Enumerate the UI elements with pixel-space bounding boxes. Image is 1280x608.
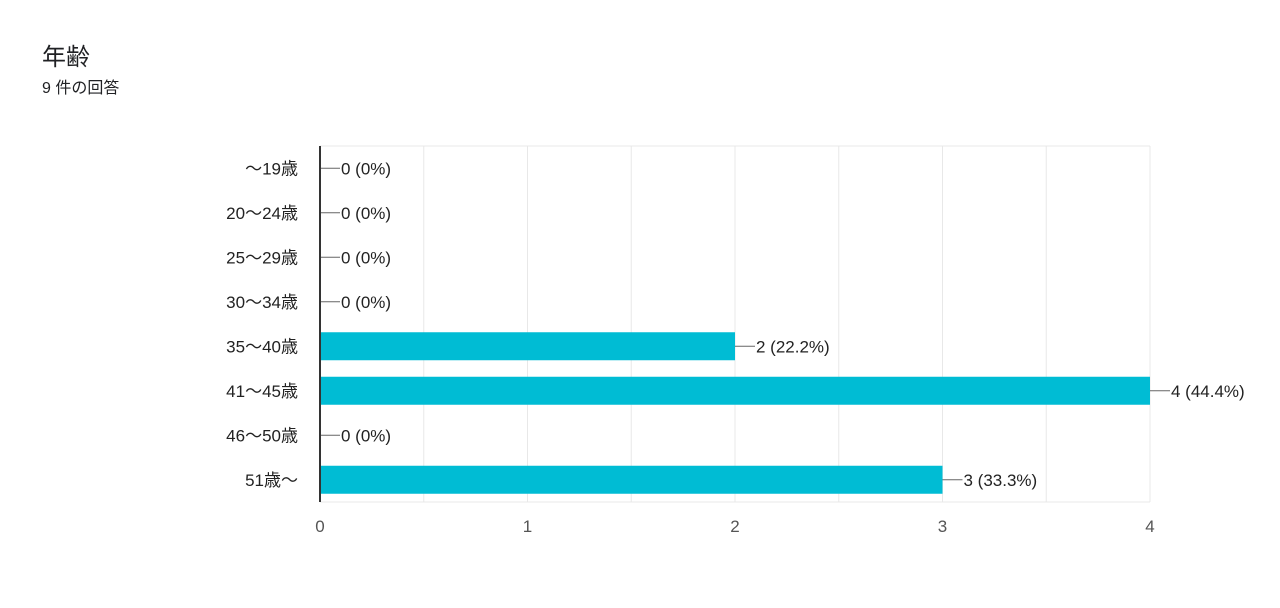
- bar: [320, 465, 943, 494]
- x-tick-label: 4: [1145, 517, 1154, 536]
- question-header: 年齢 9 件の回答: [42, 38, 119, 100]
- data-label: 0 (0%): [341, 204, 391, 223]
- x-tick-label: 1: [523, 517, 532, 536]
- data-label: 0 (0%): [341, 426, 391, 445]
- category-label: 41〜45歳: [226, 382, 298, 401]
- bar: [320, 376, 1150, 405]
- response-count: 9 件の回答: [42, 80, 120, 97]
- data-label: 2 (22.2%): [756, 337, 830, 356]
- category-label: 30〜34歳: [226, 293, 298, 312]
- question-title: 年齢: [42, 44, 90, 71]
- data-label: 0 (0%): [341, 159, 391, 178]
- data-label: 0 (0%): [341, 248, 391, 267]
- data-label: 0 (0%): [341, 293, 391, 312]
- category-label: 51歳〜: [245, 471, 298, 490]
- bar: [320, 332, 735, 361]
- x-tick-label: 0: [315, 517, 324, 536]
- category-label: 20〜24歳: [226, 204, 298, 223]
- data-label: 3 (33.3%): [964, 471, 1038, 490]
- data-label: 4 (44.4%): [1171, 382, 1245, 401]
- category-label: 〜19歳: [245, 159, 298, 178]
- category-label: 35〜40歳: [226, 337, 298, 356]
- category-label: 46〜50歳: [226, 426, 298, 445]
- x-tick-label: 2: [730, 517, 739, 536]
- category-label: 25〜29歳: [226, 248, 298, 267]
- x-tick-label: 3: [938, 517, 947, 536]
